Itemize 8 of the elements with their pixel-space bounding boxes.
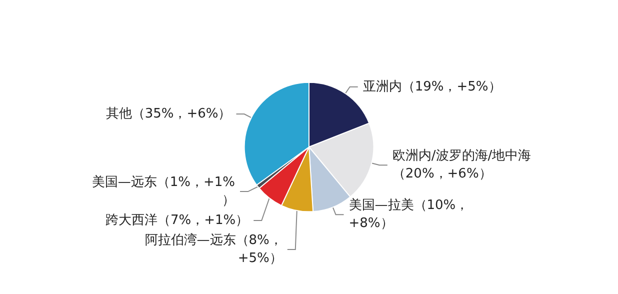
slice-label: 亚洲内（19%，+5%） (362, 79, 502, 94)
slice-label: 美国—远东（1%，+1%） (92, 174, 236, 208)
data-label: （20%，+6%） (392, 166, 492, 182)
slice-label: 跨大西洋（7%，+1%） (105, 213, 249, 228)
slice-label: 其他（35%，+6%） (106, 106, 232, 122)
slice-label: 欧洲内/波罗的海/地中海 (392, 148, 532, 164)
slice-label: 美国—拉美（10%，+8%） (348, 197, 469, 232)
slice-label: 阿拉伯湾—远东（8%，+5%） (144, 232, 282, 266)
